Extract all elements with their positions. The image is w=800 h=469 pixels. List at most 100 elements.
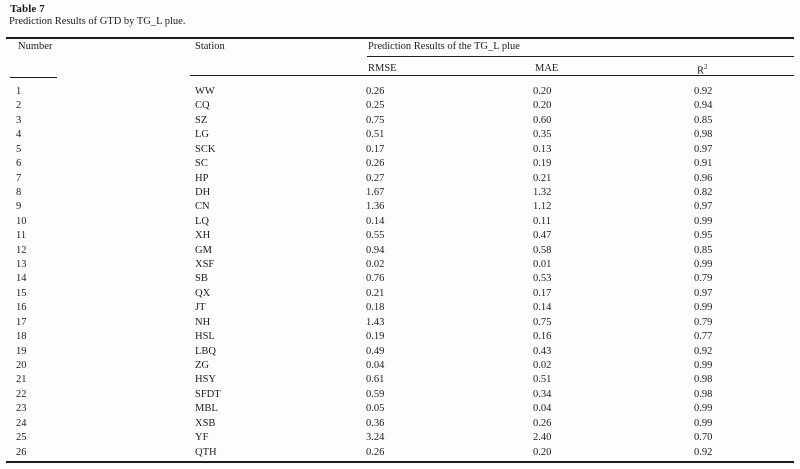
table-row: 22 SFDT 0.59 0.34 0.98 — [0, 388, 800, 402]
cell-rmse: 0.21 — [366, 287, 385, 299]
cell-r2: 0.79 — [694, 273, 713, 285]
cell-number: 8 — [16, 186, 22, 198]
table-row: 11 XH 0.55 0.47 0.95 — [0, 229, 800, 243]
header-bottom-rule-right — [190, 75, 794, 76]
cell-number: 16 — [16, 302, 27, 314]
cell-station: MBL — [195, 403, 218, 415]
cell-r2: 0.92 — [694, 345, 713, 357]
cell-mae: 0.20 — [533, 100, 552, 112]
cell-mae: 0.01 — [533, 259, 552, 271]
cell-mae: 0.26 — [533, 417, 552, 429]
cell-number: 13 — [16, 259, 27, 271]
cell-mae: 1.32 — [533, 186, 552, 198]
cell-rmse: 0.75 — [366, 114, 385, 126]
cell-rmse: 0.36 — [366, 417, 385, 429]
table-row: 19 LBQ 0.49 0.43 0.92 — [0, 345, 800, 359]
cell-number: 23 — [16, 403, 27, 415]
cell-station: GM — [195, 244, 212, 256]
cell-number: 19 — [16, 345, 27, 357]
cell-mae: 0.53 — [533, 273, 552, 285]
table-row: 16 JT 0.18 0.14 0.99 — [0, 301, 800, 315]
header-bottom-rule-left — [10, 77, 57, 78]
cell-rmse: 0.18 — [366, 302, 385, 314]
table-row: 24 XSB 0.36 0.26 0.99 — [0, 417, 800, 431]
cell-mae: 0.02 — [533, 359, 552, 371]
cell-number: 14 — [16, 273, 27, 285]
cell-r2: 0.92 — [694, 86, 713, 97]
table-row: 8 DH 1.67 1.32 0.82 — [0, 186, 800, 200]
cell-rmse: 0.02 — [366, 259, 385, 271]
cell-rmse: 0.19 — [366, 331, 385, 343]
cell-mae: 0.20 — [533, 446, 552, 458]
cell-r2: 0.97 — [694, 201, 713, 213]
cell-station: HSL — [195, 331, 215, 343]
cell-station: HP — [195, 172, 209, 184]
table-row: 1 WW 0.26 0.20 0.92 — [0, 85, 800, 99]
cell-r2: 0.98 — [694, 388, 713, 400]
cell-r2: 0.97 — [694, 287, 713, 299]
cell-mae: 0.75 — [533, 316, 552, 328]
table-row: 10 LQ 0.14 0.11 0.99 — [0, 215, 800, 229]
cell-station: SCK — [195, 143, 216, 155]
cell-rmse: 0.61 — [366, 374, 385, 386]
table-row: 17 NH 1.43 0.75 0.79 — [0, 316, 800, 330]
cell-rmse: 0.05 — [366, 403, 385, 415]
table-row: 9 CN 1.36 1.12 0.97 — [0, 200, 800, 214]
cell-number: 25 — [16, 432, 27, 444]
cell-station: CQ — [195, 100, 210, 112]
table-row: 21 HSY 0.61 0.51 0.98 — [0, 373, 800, 387]
column-header-number: Number — [18, 41, 53, 52]
cell-mae: 0.11 — [533, 215, 551, 227]
cell-r2: 0.99 — [694, 359, 713, 371]
cell-mae: 0.04 — [533, 403, 552, 415]
cell-number: 24 — [16, 417, 27, 429]
cell-rmse: 1.67 — [366, 186, 385, 198]
cell-rmse: 0.26 — [366, 86, 385, 97]
cell-r2: 0.98 — [694, 374, 713, 386]
cell-station: SB — [195, 273, 208, 285]
cell-station: CN — [195, 201, 210, 213]
cell-number: 26 — [16, 446, 27, 458]
table-caption: Prediction Results of GTD by TG_L plue. — [9, 16, 186, 27]
cell-mae: 0.51 — [533, 374, 552, 386]
table-row: 2 CQ 0.25 0.20 0.94 — [0, 99, 800, 113]
cell-number: 12 — [16, 244, 27, 256]
cell-station: YF — [195, 432, 209, 444]
cell-number: 22 — [16, 388, 27, 400]
table-row: 14 SB 0.76 0.53 0.79 — [0, 272, 800, 286]
cell-number: 17 — [16, 316, 27, 328]
cell-number: 21 — [16, 374, 27, 386]
cell-mae: 0.14 — [533, 302, 552, 314]
cell-number: 10 — [16, 215, 27, 227]
cell-mae: 2.40 — [533, 432, 552, 444]
cell-rmse: 0.49 — [366, 345, 385, 357]
cell-station: XH — [195, 230, 211, 242]
table-row: 15 QX 0.21 0.17 0.97 — [0, 287, 800, 301]
cell-station: LG — [195, 129, 209, 141]
cell-rmse: 0.55 — [366, 230, 385, 242]
cell-mae: 0.19 — [533, 158, 552, 170]
table-top-rule — [6, 37, 794, 39]
cell-r2: 0.99 — [694, 403, 713, 415]
cell-number: 2 — [16, 100, 22, 112]
cell-number: 7 — [16, 172, 22, 184]
cell-number: 6 — [16, 158, 22, 170]
cell-rmse: 0.59 — [366, 388, 385, 400]
cell-rmse: 0.94 — [366, 244, 385, 256]
cell-rmse: 1.43 — [366, 316, 385, 328]
cell-rmse: 3.24 — [366, 432, 385, 444]
cell-r2: 0.85 — [694, 114, 713, 126]
cell-number: 3 — [16, 114, 22, 126]
group-header-rule — [367, 56, 794, 57]
table-row: 6 SC 0.26 0.19 0.91 — [0, 157, 800, 171]
table-row: 7 HP 0.27 0.21 0.96 — [0, 172, 800, 186]
cell-r2: 0.91 — [694, 158, 713, 170]
table-row: 25 YF 3.24 2.40 0.70 — [0, 431, 800, 445]
cell-number: 11 — [16, 230, 27, 242]
table-row: 18 HSL 0.19 0.16 0.77 — [0, 330, 800, 344]
cell-rmse: 1.36 — [366, 201, 385, 213]
table-row: 23 MBL 0.05 0.04 0.99 — [0, 402, 800, 416]
cell-number: 18 — [16, 331, 27, 343]
column-header-rmse: RMSE — [368, 63, 397, 74]
cell-mae: 0.20 — [533, 86, 552, 97]
